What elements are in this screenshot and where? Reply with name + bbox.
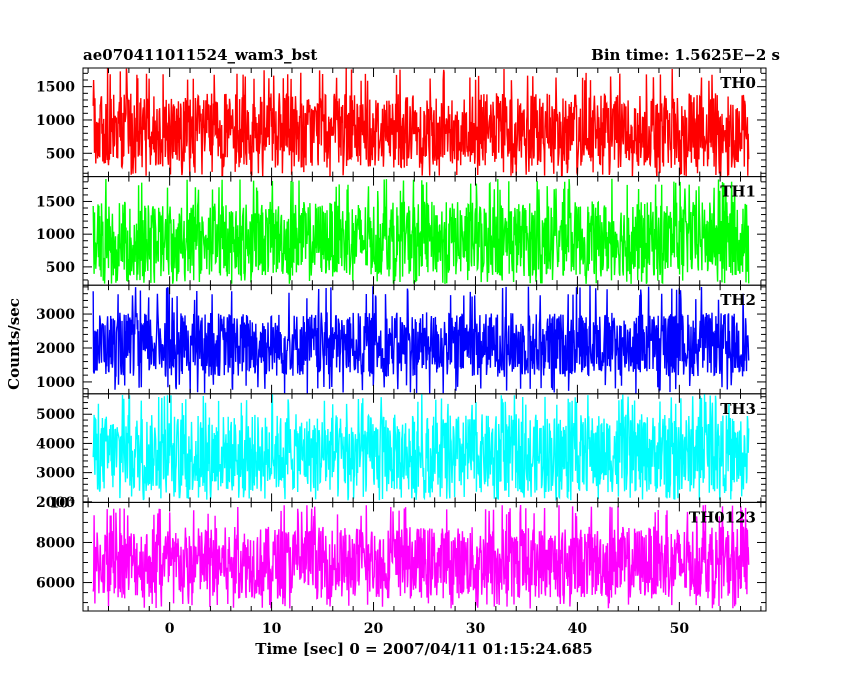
y-tick-label: 1500 [36, 194, 75, 210]
series-line-th1 [92, 178, 750, 285]
panel-th2: 1000 2000 3000 TH2 [36, 284, 767, 395]
y-tick-label: 1000 [36, 227, 75, 243]
series-line-th3 [92, 393, 750, 502]
series-line-th0123 [92, 504, 750, 609]
panel-label-th1: TH1 [720, 183, 756, 201]
y-tick-label: 2000 [36, 495, 75, 511]
y-axis-label: Counts/sec [5, 298, 23, 390]
series-line-th2 [92, 285, 750, 394]
x-axis-label: Time [sec] 0 = 2007/04/11 01:15:24.685 [255, 640, 592, 658]
y-tick-label: 1000 [36, 113, 75, 129]
panel-th1: 500 1000 1500 TH1 [36, 176, 767, 286]
panel-th3: 2000 3000 4000 5000 TH3 [36, 393, 767, 511]
y-tick-label: 3000 [36, 466, 75, 482]
x-tick-label: 10 [262, 621, 282, 637]
chart-title: ae070411011524_wam3_bst [83, 46, 317, 64]
panel-label-th0123: TH0123 [689, 508, 756, 526]
panel-th0123: 6000 8000 10⁴ TH0123 [36, 495, 767, 612]
y-tick-label: 8000 [36, 535, 75, 551]
x-tick-label: 50 [670, 621, 690, 637]
panel-label-th3: TH3 [720, 400, 756, 418]
chart-subtitle: Bin time: 1.5625E−2 s [591, 46, 780, 64]
x-tick-label: 30 [466, 621, 486, 637]
panel-frame [82, 501, 767, 612]
y-tick-label: 500 [46, 146, 75, 162]
x-tick-label: 40 [568, 621, 588, 637]
y-tick-label: 10⁴ [49, 495, 75, 511]
y-tick-label: 2000 [36, 341, 75, 357]
x-tick-label: 20 [364, 621, 384, 637]
panel-label-th0: TH0 [720, 74, 756, 92]
panel-th0: 500 1000 1500 TH0 [36, 67, 767, 178]
y-tick-label: 4000 [36, 436, 75, 452]
y-tick-label: 1000 [36, 375, 75, 391]
y-tick-label: 3000 [36, 307, 75, 323]
y-tick-label: 1500 [36, 80, 75, 96]
y-tick-label: 6000 [36, 576, 75, 592]
series-line-th0 [92, 68, 750, 177]
x-tick-label: 0 [165, 621, 175, 637]
y-tick-label: 500 [46, 260, 75, 276]
panel-label-th2: TH2 [720, 291, 756, 309]
y-tick-label: 5000 [36, 407, 75, 423]
